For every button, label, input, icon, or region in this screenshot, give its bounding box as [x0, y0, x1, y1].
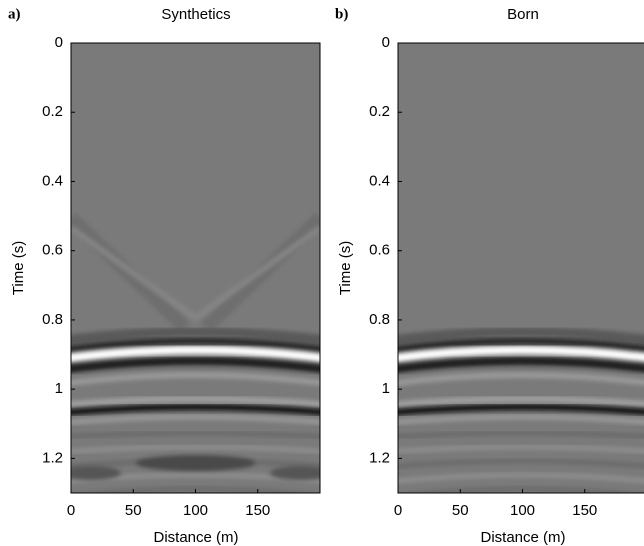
- seismic-image: [71, 43, 320, 493]
- y-tick-label: 1.2: [42, 449, 63, 466]
- y-axis-label: Time (s): [337, 241, 354, 295]
- y-tick-label: 1: [382, 380, 390, 397]
- x-tick-label: 100: [510, 502, 535, 519]
- chart-title: Born: [507, 6, 539, 23]
- y-tick-label: 0.6: [369, 242, 390, 259]
- event-band: [398, 346, 644, 362]
- y-axis-label: Time (s): [10, 241, 27, 295]
- y-tick-label: 0.6: [42, 242, 63, 259]
- event-band: [71, 337, 320, 353]
- x-tick-label: 100: [183, 502, 208, 519]
- event-band: [398, 430, 644, 439]
- event-band: [71, 414, 320, 425]
- event-band: [71, 372, 320, 386]
- panel-label: b): [335, 6, 348, 22]
- event-band: [398, 327, 644, 345]
- y-tick-label: 1.2: [369, 449, 390, 466]
- seismic-image: [398, 43, 644, 493]
- x-tick-label: 150: [572, 502, 597, 519]
- event-band: [398, 372, 644, 386]
- event-band: [398, 404, 644, 416]
- y-tick-label: 0: [55, 34, 63, 51]
- event-band: [398, 337, 644, 353]
- event-band: [398, 444, 644, 454]
- y-tick-label: 0.4: [369, 172, 390, 189]
- image-background: [398, 43, 644, 493]
- event-band: [398, 357, 644, 373]
- chart-title: Synthetics: [161, 6, 230, 23]
- event-band: [398, 414, 644, 425]
- image-background: [71, 43, 320, 493]
- y-tick-label: 0.2: [369, 103, 390, 120]
- event-band: [71, 346, 320, 362]
- event-band: [398, 472, 644, 484]
- event-band: [398, 396, 644, 408]
- x-tick-label: 0: [67, 502, 75, 519]
- event-band: [71, 327, 320, 345]
- x-tick-label: 150: [245, 502, 270, 519]
- y-tick-label: 0.8: [369, 311, 390, 328]
- diffraction: [71, 225, 320, 322]
- x-axis-label: Distance (m): [480, 529, 565, 546]
- y-tick-label: 0.4: [42, 172, 63, 189]
- x-tick-label: 0: [394, 502, 402, 519]
- event-band: [71, 444, 320, 454]
- event-band: [71, 430, 320, 439]
- y-tick-label: 0.2: [42, 103, 63, 120]
- event-band: [398, 458, 644, 469]
- noise: [135, 455, 256, 471]
- y-tick-label: 1: [55, 380, 63, 397]
- x-tick-label: 50: [452, 502, 469, 519]
- y-tick-label: 0: [382, 34, 390, 51]
- noise: [71, 466, 121, 480]
- y-tick-label: 0.8: [42, 311, 63, 328]
- x-axis-label: Distance (m): [153, 529, 238, 546]
- event-band: [71, 404, 320, 416]
- event-band: [71, 357, 320, 373]
- noise: [270, 466, 320, 480]
- x-tick-label: 50: [125, 502, 142, 519]
- event-band: [71, 396, 320, 408]
- panel-label: a): [8, 6, 21, 22]
